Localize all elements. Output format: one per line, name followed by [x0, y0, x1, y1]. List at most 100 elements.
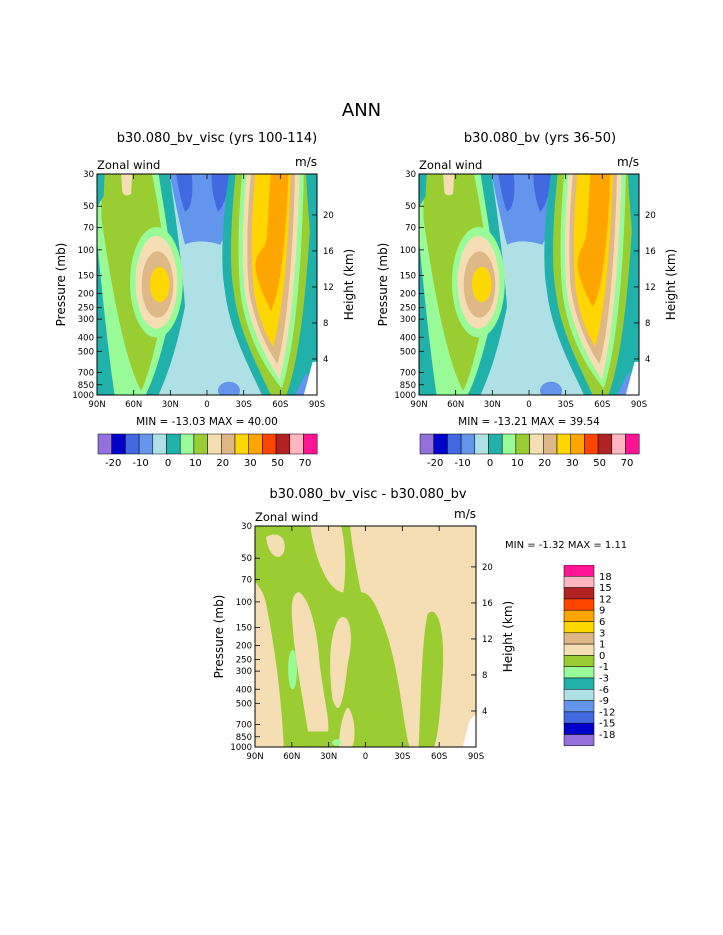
x-tick-label: 0 [526, 400, 531, 410]
field-shapes [419, 174, 639, 395]
y2-axis-title: Height (km) [501, 601, 515, 672]
x-tick-label: 90S [309, 400, 325, 410]
y2-tick-label: 16 [482, 599, 493, 609]
y2-axis-title: Height (km) [664, 249, 678, 320]
colorbar-label: 0 [165, 458, 171, 469]
units-label: m/s [617, 155, 639, 169]
nh-core-gold [149, 266, 170, 303]
y-tick-label: 850 [400, 381, 416, 391]
x-tick-label: 60S [272, 400, 288, 410]
y2-tick-label: 4 [482, 707, 487, 717]
y2-axis-title: Height (km) [342, 249, 356, 320]
y2-tick-label: 20 [323, 211, 334, 221]
diff-colorbar-label: -15 [599, 719, 615, 730]
colorbar-swatch [625, 433, 640, 455]
diff-colorbar-swatch [563, 598, 595, 611]
x-tick-label: 60N [283, 752, 300, 762]
y-tick-label: 200 [400, 290, 416, 300]
diff-colorbar-label: -12 [599, 707, 615, 718]
colorbar-label: 20 [538, 458, 551, 469]
colorbar-swatch [138, 433, 154, 455]
diff-colorbar-label: -3 [599, 674, 609, 685]
trop-royal-left [498, 174, 515, 212]
y-tick-label: 850 [236, 733, 252, 743]
diff-colorbar-swatch [563, 643, 595, 656]
y-tick-label: 1000 [394, 391, 416, 401]
diff-topo-mask [462, 713, 476, 747]
y-tick-label: 100 [78, 246, 94, 256]
y2-tick-label: 8 [482, 671, 487, 681]
diff-colorbar-label: 18 [599, 572, 612, 583]
diff-colorbar-label: 0 [599, 651, 605, 662]
x-tick-label: 30N [162, 400, 179, 410]
diff-colorbar-swatch [563, 609, 595, 622]
colorbar-label: 30 [566, 458, 579, 469]
diff-wheat-island [330, 617, 351, 709]
x-tick-label: 30S [558, 400, 574, 410]
diff-colorbar-label: -9 [599, 696, 609, 707]
colorbar-swatch [152, 433, 167, 455]
colorbar-swatch [303, 433, 318, 455]
y-tick-label: 500 [236, 699, 252, 709]
x-tick-label: 90S [468, 752, 484, 762]
y-tick-label: 250 [236, 656, 252, 666]
diff-colorbar-swatch [563, 689, 595, 701]
sh-surface-blue [295, 372, 311, 395]
colorbar-label: 10 [189, 458, 202, 469]
zonal-wind-label: Zonal wind [419, 158, 482, 172]
y2-tick-label: 12 [323, 283, 334, 293]
panel1-chart: Zonal wind m/s 90N 60N 30N 0 30S 60S 90S 30 50 70 10… [54, 155, 356, 469]
y2-tick-label: 8 [323, 319, 328, 329]
x-tick-label: 60N [447, 400, 464, 410]
colorbar-swatch [111, 433, 126, 455]
diff-colorbar-swatch [563, 666, 595, 679]
x-tick-label: 0 [204, 400, 209, 410]
topo-mask [303, 361, 317, 395]
colorbar-swatch [515, 433, 530, 455]
zonal-wind-label: Zonal wind [97, 158, 160, 172]
sh-orange [577, 174, 611, 307]
y-tick-label: 400 [236, 685, 252, 695]
diff-colorbar-label: -1 [599, 662, 609, 673]
colorbar-swatch [221, 433, 236, 455]
colorbar-swatch [611, 433, 626, 455]
y-tick-label: 400 [400, 333, 416, 343]
diff-colorbar-swatch [563, 700, 595, 713]
panel2-title: b30.080_bv (yrs 36-50) [463, 131, 617, 146]
y-tick-label: 70 [405, 223, 416, 233]
diff-colorbar-swatch [563, 565, 595, 577]
colorbar-swatch [234, 433, 249, 455]
colorbar-swatch [556, 433, 571, 455]
diff-colorbar-label: -6 [599, 685, 609, 696]
units-label: m/s [295, 155, 317, 169]
colorbar-label: -20 [105, 458, 121, 469]
diff-colorbar-swatch [563, 677, 595, 690]
nh-top-teal [97, 174, 105, 208]
y-tick-label: 700 [400, 369, 416, 379]
trop-surface-blue [218, 381, 240, 395]
y-axis-title: Pressure (mb) [212, 595, 226, 679]
trop-royal-right [211, 174, 229, 212]
diff-lightgreen-1 [288, 649, 297, 690]
y-tick-label: 700 [78, 369, 94, 379]
colorbar-swatch [447, 433, 462, 455]
diff-colorbar-swatch [563, 632, 595, 645]
panel3-title: b30.080_bv_visc - b30.080_bv [269, 487, 467, 502]
y-tick-label: 1000 [72, 391, 94, 401]
x-tick-label: 30N [484, 400, 501, 410]
diff-colorbar-label: 1 [599, 640, 605, 651]
diff-lightgreen-2 [332, 739, 342, 746]
nh-top-wheat [121, 174, 133, 196]
colorbar-swatch [584, 433, 599, 455]
y-tick-label: 200 [78, 290, 94, 300]
y2-tick-label: 20 [645, 211, 656, 221]
y-tick-label: 70 [83, 223, 94, 233]
colorbar-swatch [543, 433, 558, 455]
diff-colorbar-swatch [563, 734, 595, 747]
sh-orange [255, 174, 289, 312]
y-tick-label: 30 [83, 170, 94, 180]
colorbar-label: -20 [427, 458, 443, 469]
y-tick-label: 500 [78, 347, 94, 357]
trop-royal-right [533, 174, 551, 212]
sh-edge-teal [306, 174, 317, 307]
